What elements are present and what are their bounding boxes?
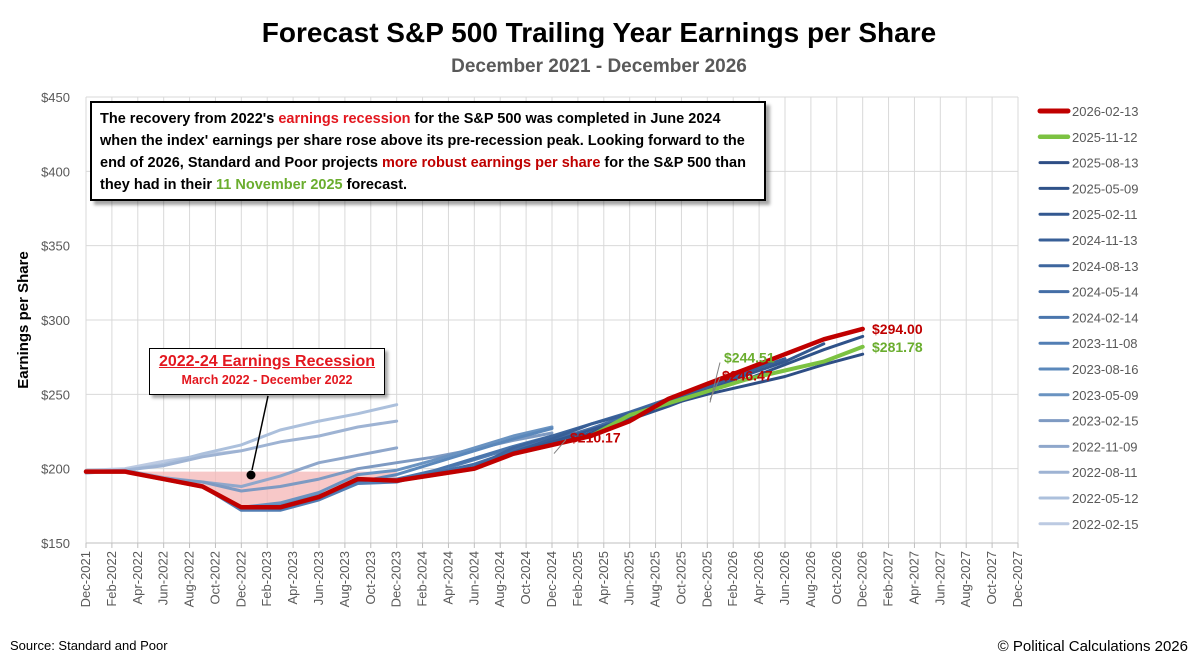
legend-entry: 2022-08-11 [1072, 465, 1138, 480]
chart-subtitle: December 2021 - December 2026 [451, 56, 747, 77]
callout-text-3: for the S&P 500 than they had in their [100, 155, 746, 193]
callout-text-1: The recovery from 2022's [100, 111, 279, 127]
recession-label-box: 2022-24 Earnings Recession March 2022 - … [149, 348, 385, 395]
y-tick-label: $150 [41, 536, 70, 551]
x-tick-label: Feb-2025 [570, 551, 585, 607]
x-tick-label: Oct-2024 [518, 551, 533, 604]
legend-entry: 2023-02-15 [1072, 414, 1139, 429]
x-tick-label: Apr-2022 [130, 551, 145, 604]
x-tick-label: Dec-2022 [233, 551, 248, 607]
legend-entry: 2024-11-13 [1072, 233, 1138, 248]
recession-label-title: 2022-24 Earnings Recession [158, 353, 376, 370]
x-tick-label: Apr-2026 [751, 551, 766, 604]
callout-text-4: forecast. [342, 177, 408, 193]
x-tick-label: Oct-2023 [363, 551, 378, 604]
callout-highlight-forecast-date: 11 November 2025 [216, 177, 343, 193]
legend-entry: 2024-02-14 [1072, 310, 1139, 325]
annotation-label: $210.17 [570, 430, 621, 446]
x-tick-label: Feb-2026 [725, 551, 740, 607]
x-tick-label: Apr-2027 [906, 551, 921, 604]
annotation-label: $244.51 [724, 349, 775, 365]
recession-pointer [246, 395, 269, 480]
x-tick-label: Oct-2026 [829, 551, 844, 604]
x-tick-label: Jun-2027 [932, 551, 947, 605]
x-tick-label: Aug-2027 [958, 551, 973, 607]
legend-entry: 2023-11-08 [1072, 336, 1138, 351]
y-tick-label: $250 [41, 387, 70, 402]
x-tick-label: Aug-2025 [648, 551, 663, 607]
x-tick-label: Aug-2026 [803, 551, 818, 607]
x-tick-label: Jun-2023 [311, 551, 326, 605]
y-tick-label: $300 [41, 313, 70, 328]
legend-entry: 2024-08-13 [1072, 259, 1139, 274]
x-tick-label: Jun-2026 [777, 551, 792, 605]
legend-entry: 2025-05-09 [1072, 181, 1139, 196]
x-tick-label: Jun-2024 [466, 551, 481, 605]
y-tick-label: $400 [41, 164, 70, 179]
legend-entry: 2022-11-09 [1072, 439, 1138, 454]
annotation-label: $294.00 [872, 321, 923, 337]
annotation-label: $246.47 [722, 368, 773, 384]
x-tick-label: Jun-2025 [622, 551, 637, 605]
x-tick-label: Aug-2023 [337, 551, 352, 607]
x-tick-label: Feb-2027 [881, 551, 896, 607]
x-tick-label: Oct-2027 [984, 551, 999, 604]
callout-highlight-recession: earnings recession [278, 111, 411, 127]
x-tick-label: Feb-2024 [415, 551, 430, 607]
recession-label-dates: March 2022 - December 2022 [181, 373, 353, 387]
series-line-2022-08-11 [84, 419, 399, 475]
x-tick-label: Aug-2024 [492, 551, 507, 607]
annotation-label: $281.78 [872, 339, 923, 355]
x-tick-label: Dec-2026 [855, 551, 870, 607]
pointer-dot [246, 470, 256, 480]
x-tick-label: Jun-2022 [156, 551, 171, 605]
pointer-line [251, 395, 269, 471]
x-tick-label: Oct-2022 [207, 551, 222, 604]
annotation-leader [709, 362, 721, 403]
legend-entry: 2023-08-16 [1072, 362, 1139, 377]
x-tick-label: Apr-2025 [596, 551, 611, 604]
x-axis: Dec-2021 Feb-2022 Apr-2022 Jun-2022 Aug-2022… [78, 542, 1025, 607]
legend: 2026-02-13 2025-11-12 2025-08-13 2025-05-09… [1037, 104, 1139, 532]
x-tick-label: Apr-2024 [440, 551, 455, 604]
x-tick-label: Dec-2023 [389, 551, 404, 607]
y-tick-label: $200 [41, 462, 70, 477]
y-axis: $150 $200 $250 $300 $350 $400 $450 [41, 90, 70, 551]
x-tick-label: Dec-2027 [1010, 551, 1025, 607]
legend-entry: 2026-02-13 [1072, 104, 1139, 119]
y-tick-label: $450 [41, 90, 70, 105]
x-tick-label: Feb-2023 [259, 551, 274, 607]
legend-entry: 2023-05-09 [1072, 388, 1139, 403]
x-tick-label: Aug-2022 [182, 551, 197, 607]
value-annotations: $294.00 $281.78 $246.47 $244.51 $210.17 [553, 321, 923, 454]
chart-title: Forecast S&P 500 Trailing Year Earnings … [262, 17, 936, 48]
legend-entry: 2025-11-12 [1072, 130, 1138, 145]
callout-highlight-robust: more robust earnings per share [382, 155, 601, 171]
legend-entry: 2025-08-13 [1072, 156, 1139, 171]
series-line-2024-05-14 [84, 400, 670, 509]
legend-entry: 2022-05-12 [1072, 491, 1139, 506]
x-tick-label: Apr-2023 [285, 551, 300, 604]
x-tick-label: Feb-2022 [104, 551, 119, 607]
y-tick-label: $350 [41, 239, 70, 254]
x-tick-label: Dec-2025 [699, 551, 714, 607]
series-line-2026-02-13 [83, 326, 865, 510]
x-tick-label: Oct-2025 [673, 551, 688, 604]
legend-entry: 2022-02-15 [1072, 517, 1139, 532]
y-axis-label: Earnings per Share [15, 251, 32, 389]
series-lines [83, 326, 865, 512]
legend-entry: 2025-02-11 [1072, 207, 1138, 222]
legend-entry: 2024-05-14 [1072, 285, 1139, 300]
callout-text-2: for the S&P 500 was completed in June 20… [100, 111, 745, 171]
annotation-leader [553, 439, 567, 454]
copyright-note: © Political Calculations 2026 [998, 638, 1188, 655]
source-note: Source: Standard and Poor [10, 638, 168, 653]
x-tick-label: Dec-2021 [78, 551, 93, 607]
x-tick-label: Dec-2024 [544, 551, 559, 607]
commentary-callout: The recovery from 2022's earnings recess… [90, 101, 766, 201]
